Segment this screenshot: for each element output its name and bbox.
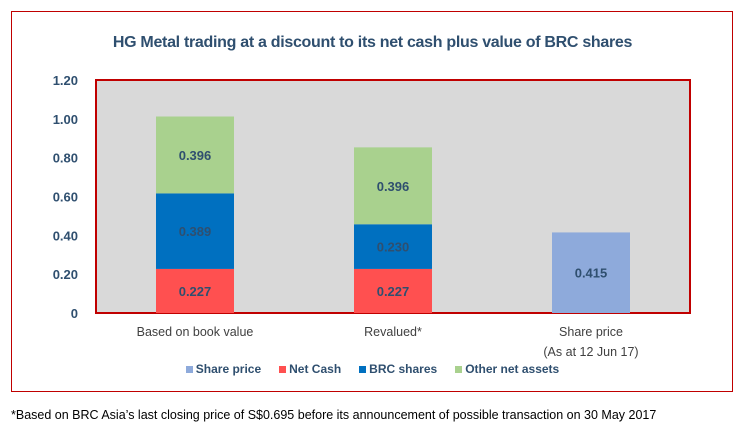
y-tick-label: 0 xyxy=(71,306,78,321)
x-tick-label: Share price xyxy=(559,325,623,339)
data-label: 0.389 xyxy=(179,224,212,239)
footnote: *Based on BRC Asia’s last closing price … xyxy=(11,408,657,422)
x-tick-label: Revalued* xyxy=(364,325,422,339)
bar-net-cash xyxy=(156,268,234,313)
bar-share-price xyxy=(552,232,630,313)
y-tick-label: 0.80 xyxy=(53,151,78,166)
bar-other-net-assets xyxy=(354,147,432,225)
data-label: 0.415 xyxy=(575,266,608,281)
y-tick-label: 1.00 xyxy=(53,112,78,127)
legend-label: BRC shares xyxy=(369,362,438,376)
legend-swatch xyxy=(455,365,463,373)
data-label: 0.396 xyxy=(377,179,410,194)
legend-label: Share price xyxy=(195,362,262,376)
data-label: 0.227 xyxy=(377,284,410,299)
legend-item: Share price xyxy=(185,362,262,376)
legend: Share price Net Cash BRC shares Other net a… xyxy=(0,362,745,376)
chart-frame xyxy=(11,11,733,392)
data-label: 0.227 xyxy=(179,284,212,299)
legend-item: Other net assets xyxy=(455,362,559,376)
legend-swatch xyxy=(359,365,367,373)
legend-swatch xyxy=(279,365,287,373)
x-tick-label: Based on book value xyxy=(137,325,254,339)
x-tick-label: (As at 12 Jun 17) xyxy=(543,345,638,359)
legend-item: BRC shares xyxy=(359,362,437,376)
legend-item: Net Cash xyxy=(279,362,341,376)
bar-net-cash xyxy=(354,268,432,313)
data-label: 0.230 xyxy=(377,240,410,255)
bar-brc-shares xyxy=(354,224,432,269)
legend-label: Net Cash xyxy=(289,362,342,376)
legend-label: Other net assets xyxy=(465,362,560,376)
bar-brc-shares xyxy=(156,193,234,269)
y-tick-label: 0.20 xyxy=(53,267,78,282)
data-label: 0.396 xyxy=(179,148,212,163)
legend-swatch xyxy=(185,365,193,373)
y-tick-label: 0.60 xyxy=(53,190,78,205)
chart-title: HG Metal trading at a discount to its ne… xyxy=(112,34,633,51)
y-tick-label: 0.40 xyxy=(53,228,78,243)
bar-other-net-assets xyxy=(156,116,234,194)
y-tick-label: 1.20 xyxy=(53,73,78,88)
